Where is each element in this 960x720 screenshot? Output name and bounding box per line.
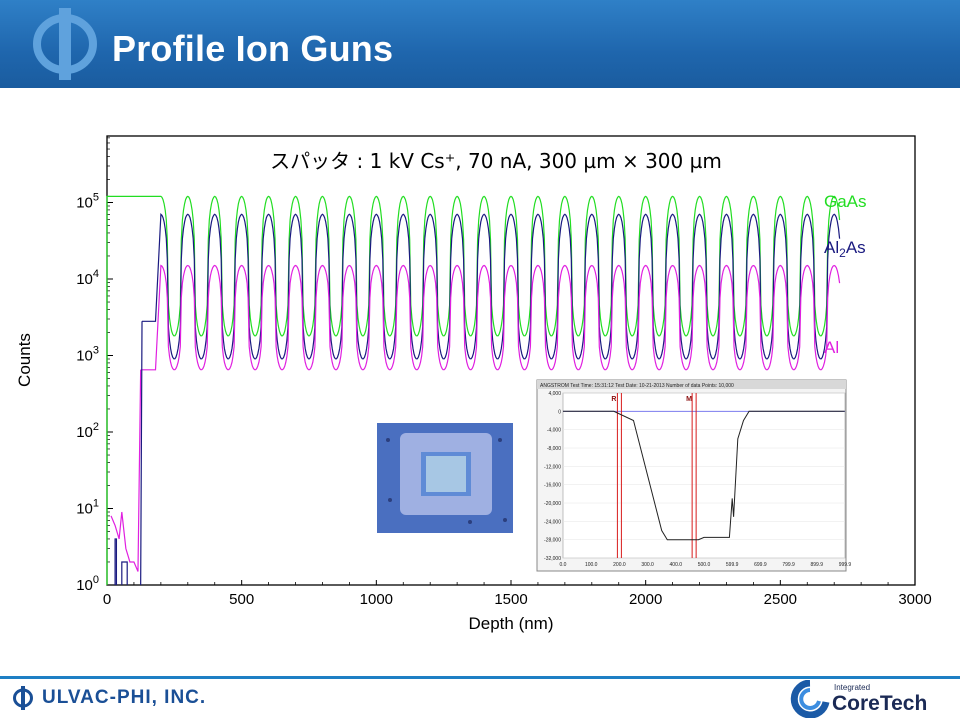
inset-profile-line	[563, 410, 845, 541]
inset-plot-area	[562, 392, 846, 559]
inset-y-tick-label: -12,000	[544, 464, 561, 470]
y-tick-label: 105	[76, 192, 99, 212]
inset-x-tick-label: 200.0	[613, 562, 626, 568]
y-tick-label: 102	[76, 421, 99, 441]
y-axis-label: Counts	[15, 333, 34, 387]
footer-brand: ULVAC-PHI, INC.	[12, 684, 206, 712]
x-tick-label: 500	[229, 591, 254, 608]
inset-y-tick-label: -32,000	[544, 556, 561, 562]
series-line	[114, 321, 143, 586]
inset-x-tick-label: 799.9	[782, 562, 795, 568]
inset-x-tick-label: 400.0	[670, 562, 683, 568]
micrograph-speck	[498, 438, 502, 442]
legend-label: Al2As	[824, 238, 866, 260]
inset-x-tick-label: 599.9	[726, 562, 739, 568]
x-tick-label: 2000	[629, 591, 662, 608]
x-tick-label: 1500	[494, 591, 527, 608]
inset-y-tick-label: -4,000	[547, 428, 561, 434]
series-line	[110, 369, 142, 572]
x-tick-label: 1000	[360, 591, 393, 608]
phi-logo-icon	[33, 8, 97, 80]
crater-micrograph	[377, 423, 513, 533]
legend-label: GaAs	[824, 192, 867, 211]
inset-x-tick-label: 300.0	[641, 562, 654, 568]
footer-brand-name: ULVAC-PHI, INC.	[42, 687, 207, 708]
micrograph-speck	[386, 438, 390, 442]
series-line	[106, 195, 110, 585]
coretech-swirl-icon	[790, 680, 830, 718]
inset-header-text: ANGSTROM Test Time: 15:31:12 Test Date: …	[540, 383, 734, 389]
x-axis-label: Depth (nm)	[468, 614, 553, 633]
inset-marker-label: R	[611, 396, 616, 403]
coretech-tagline: Integrated	[834, 683, 871, 692]
profilometer-inset: ANGSTROM Test Time: 15:31:12 Test Date: …	[536, 379, 852, 572]
footer-divider	[0, 676, 960, 679]
series-line	[107, 195, 841, 337]
coretech-name: CoreTech	[832, 692, 928, 715]
micrograph-crater-center	[426, 456, 466, 492]
inset-y-tick-label: -28,000	[544, 538, 561, 544]
inset-y-tick-label: -8,000	[547, 446, 561, 452]
micrograph-speck	[388, 498, 392, 502]
y-tick-label: 101	[76, 498, 99, 518]
inset-y-tick-label: -16,000	[544, 483, 561, 489]
y-tick-label: 104	[76, 268, 99, 288]
phi-small-logo-icon	[13, 686, 33, 710]
x-tick-label: 0	[103, 591, 111, 608]
series-line	[142, 213, 841, 360]
x-tick-label: 3000	[898, 591, 931, 608]
chart-title: スパッタ : 1 kV Cs⁺, 70 nA, 300 µm × 300 µm	[270, 149, 722, 173]
depth-profile-chart: 0 500 1000 1500 2000 2500 3000 100 101 102 103 104 1…	[15, 135, 932, 633]
inset-x-tick-label: 699.9	[754, 562, 767, 568]
coretech-logo: Integrated CoreTech	[790, 680, 950, 718]
inset-x-tick-label: 100.0	[585, 562, 598, 568]
inset-x-tick-label: 0.0	[560, 562, 567, 568]
inset-y-tick-label: 4,000	[548, 391, 561, 397]
inset-y-tick-label: -20,000	[544, 501, 561, 507]
inset-header-bar	[537, 380, 846, 389]
inset-x-tick-label: 999.9	[839, 562, 852, 568]
series-line	[140, 264, 841, 371]
page-title: Profile Ion Guns	[112, 28, 394, 69]
inset-y-tick-label: 0	[558, 409, 561, 415]
inset-marker-label: M	[686, 396, 692, 403]
inset-x-tick-label: 899.9	[811, 562, 824, 568]
legend-label: Al	[824, 338, 839, 357]
micrograph-speck	[503, 518, 507, 522]
inset-y-tick-label: -24,000	[544, 519, 561, 525]
y-tick-label: 100	[76, 574, 99, 594]
title-bar: Profile Ion Guns	[0, 0, 960, 88]
y-tick-label: 103	[76, 345, 99, 365]
micrograph-speck	[468, 520, 472, 524]
x-tick-label: 2500	[764, 591, 797, 608]
inset-x-tick-label: 500.0	[698, 562, 711, 568]
